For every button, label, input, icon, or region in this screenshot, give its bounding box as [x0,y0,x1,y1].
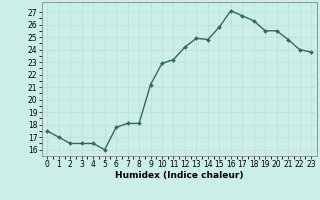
X-axis label: Humidex (Indice chaleur): Humidex (Indice chaleur) [115,171,244,180]
